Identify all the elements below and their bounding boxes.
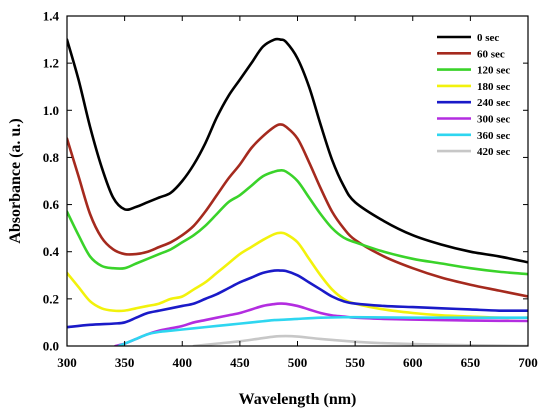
series-line-360-sec [117, 315, 528, 346]
series-line-120-sec [67, 168, 528, 276]
series-line-180-sec [67, 231, 528, 320]
legend: 0 sec 60 sec 120 sec 180 sec 240 sec 300 sec 3… [437, 32, 510, 158]
x-axis-ticks: 300 350 400 450 500 550 600 650 700 [57, 16, 538, 370]
x-tick-label: 700 [518, 355, 538, 370]
y-tick-label: 0.4 [43, 244, 60, 259]
y-tick-label: 0.2 [43, 291, 59, 306]
x-axis-title: Wavelength (nm) [239, 391, 357, 408]
y-tick-label: 1.2 [43, 56, 59, 71]
x-tick-label: 650 [461, 355, 481, 370]
x-tick-label: 350 [115, 355, 135, 370]
series-line-240-sec [67, 269, 528, 329]
series-line-420-sec [192, 334, 528, 346]
x-tick-label: 550 [345, 355, 365, 370]
legend-label: 0 sec [477, 32, 499, 44]
series-line-300-sec [114, 302, 528, 346]
x-tick-label: 450 [230, 355, 250, 370]
x-tick-label: 300 [57, 355, 77, 370]
legend-label: 420 sec [477, 146, 510, 158]
y-tick-label: 1.4 [43, 9, 60, 24]
y-tick-label: 0.0 [43, 339, 59, 354]
series-line-60-sec [67, 123, 528, 298]
legend-label: 120 sec [477, 65, 510, 77]
legend-label: 240 sec [477, 97, 510, 109]
legend-label: 60 sec [477, 48, 505, 60]
y-axis-ticks: 0.0 0.2 0.4 0.6 0.8 1.0 1.2 1.4 [43, 9, 528, 354]
y-tick-label: 1.0 [43, 103, 59, 118]
y-tick-label: 0.8 [43, 150, 60, 165]
y-axis-title: Absorbance (a. u.) [7, 118, 24, 243]
y-tick-label: 0.6 [43, 197, 60, 212]
series-layer [67, 37, 528, 346]
legend-label: 300 sec [477, 114, 510, 126]
series-line-0-sec [67, 37, 528, 264]
x-tick-label: 600 [403, 355, 423, 370]
legend-label: 360 sec [477, 130, 510, 142]
legend-label: 180 sec [477, 81, 510, 93]
x-tick-label: 500 [288, 355, 308, 370]
x-tick-label: 400 [173, 355, 193, 370]
